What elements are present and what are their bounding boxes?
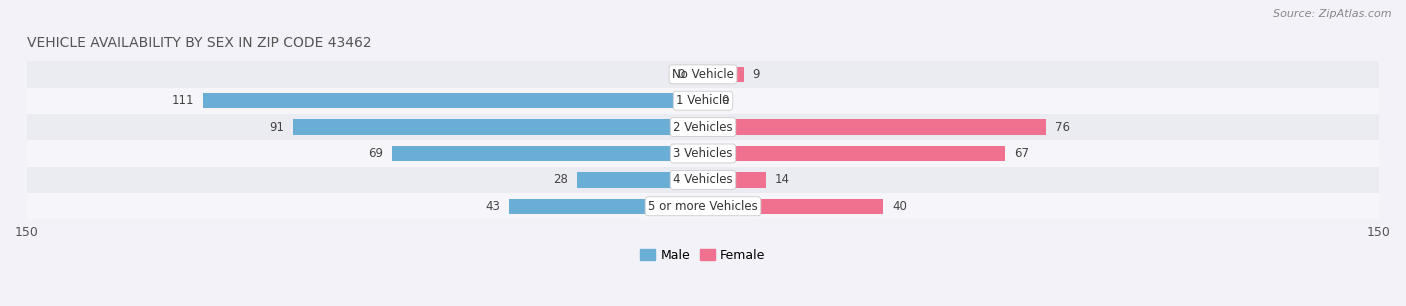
Bar — [703, 199, 883, 214]
Text: 43: 43 — [485, 200, 501, 213]
Text: 69: 69 — [368, 147, 382, 160]
Text: 0: 0 — [678, 68, 685, 81]
Bar — [703, 146, 1005, 161]
Bar — [27, 193, 1379, 219]
Text: 2 Vehicles: 2 Vehicles — [673, 121, 733, 134]
Bar — [703, 119, 1046, 135]
Text: 14: 14 — [775, 174, 790, 186]
Bar — [27, 88, 1379, 114]
Bar — [27, 140, 1379, 167]
Bar — [292, 119, 703, 135]
Legend: Male, Female: Male, Female — [641, 249, 765, 262]
Text: 40: 40 — [893, 200, 907, 213]
Bar — [27, 61, 1379, 88]
Text: 0: 0 — [721, 94, 728, 107]
Text: No Vehicle: No Vehicle — [672, 68, 734, 81]
Text: 1 Vehicle: 1 Vehicle — [676, 94, 730, 107]
Text: 76: 76 — [1054, 121, 1070, 134]
Bar — [392, 146, 703, 161]
Bar — [703, 172, 766, 188]
Text: 67: 67 — [1014, 147, 1029, 160]
Bar — [27, 167, 1379, 193]
Text: 28: 28 — [553, 174, 568, 186]
Bar — [576, 172, 703, 188]
Text: VEHICLE AVAILABILITY BY SEX IN ZIP CODE 43462: VEHICLE AVAILABILITY BY SEX IN ZIP CODE … — [27, 36, 371, 50]
Bar — [703, 93, 717, 108]
Text: 91: 91 — [269, 121, 284, 134]
Text: 9: 9 — [752, 68, 761, 81]
Text: 111: 111 — [172, 94, 194, 107]
Bar — [509, 199, 703, 214]
Bar — [689, 67, 703, 82]
Text: 5 or more Vehicles: 5 or more Vehicles — [648, 200, 758, 213]
Bar — [27, 114, 1379, 140]
Bar — [703, 67, 744, 82]
Text: Source: ZipAtlas.com: Source: ZipAtlas.com — [1274, 9, 1392, 19]
Text: 4 Vehicles: 4 Vehicles — [673, 174, 733, 186]
Text: 3 Vehicles: 3 Vehicles — [673, 147, 733, 160]
Bar — [202, 93, 703, 108]
